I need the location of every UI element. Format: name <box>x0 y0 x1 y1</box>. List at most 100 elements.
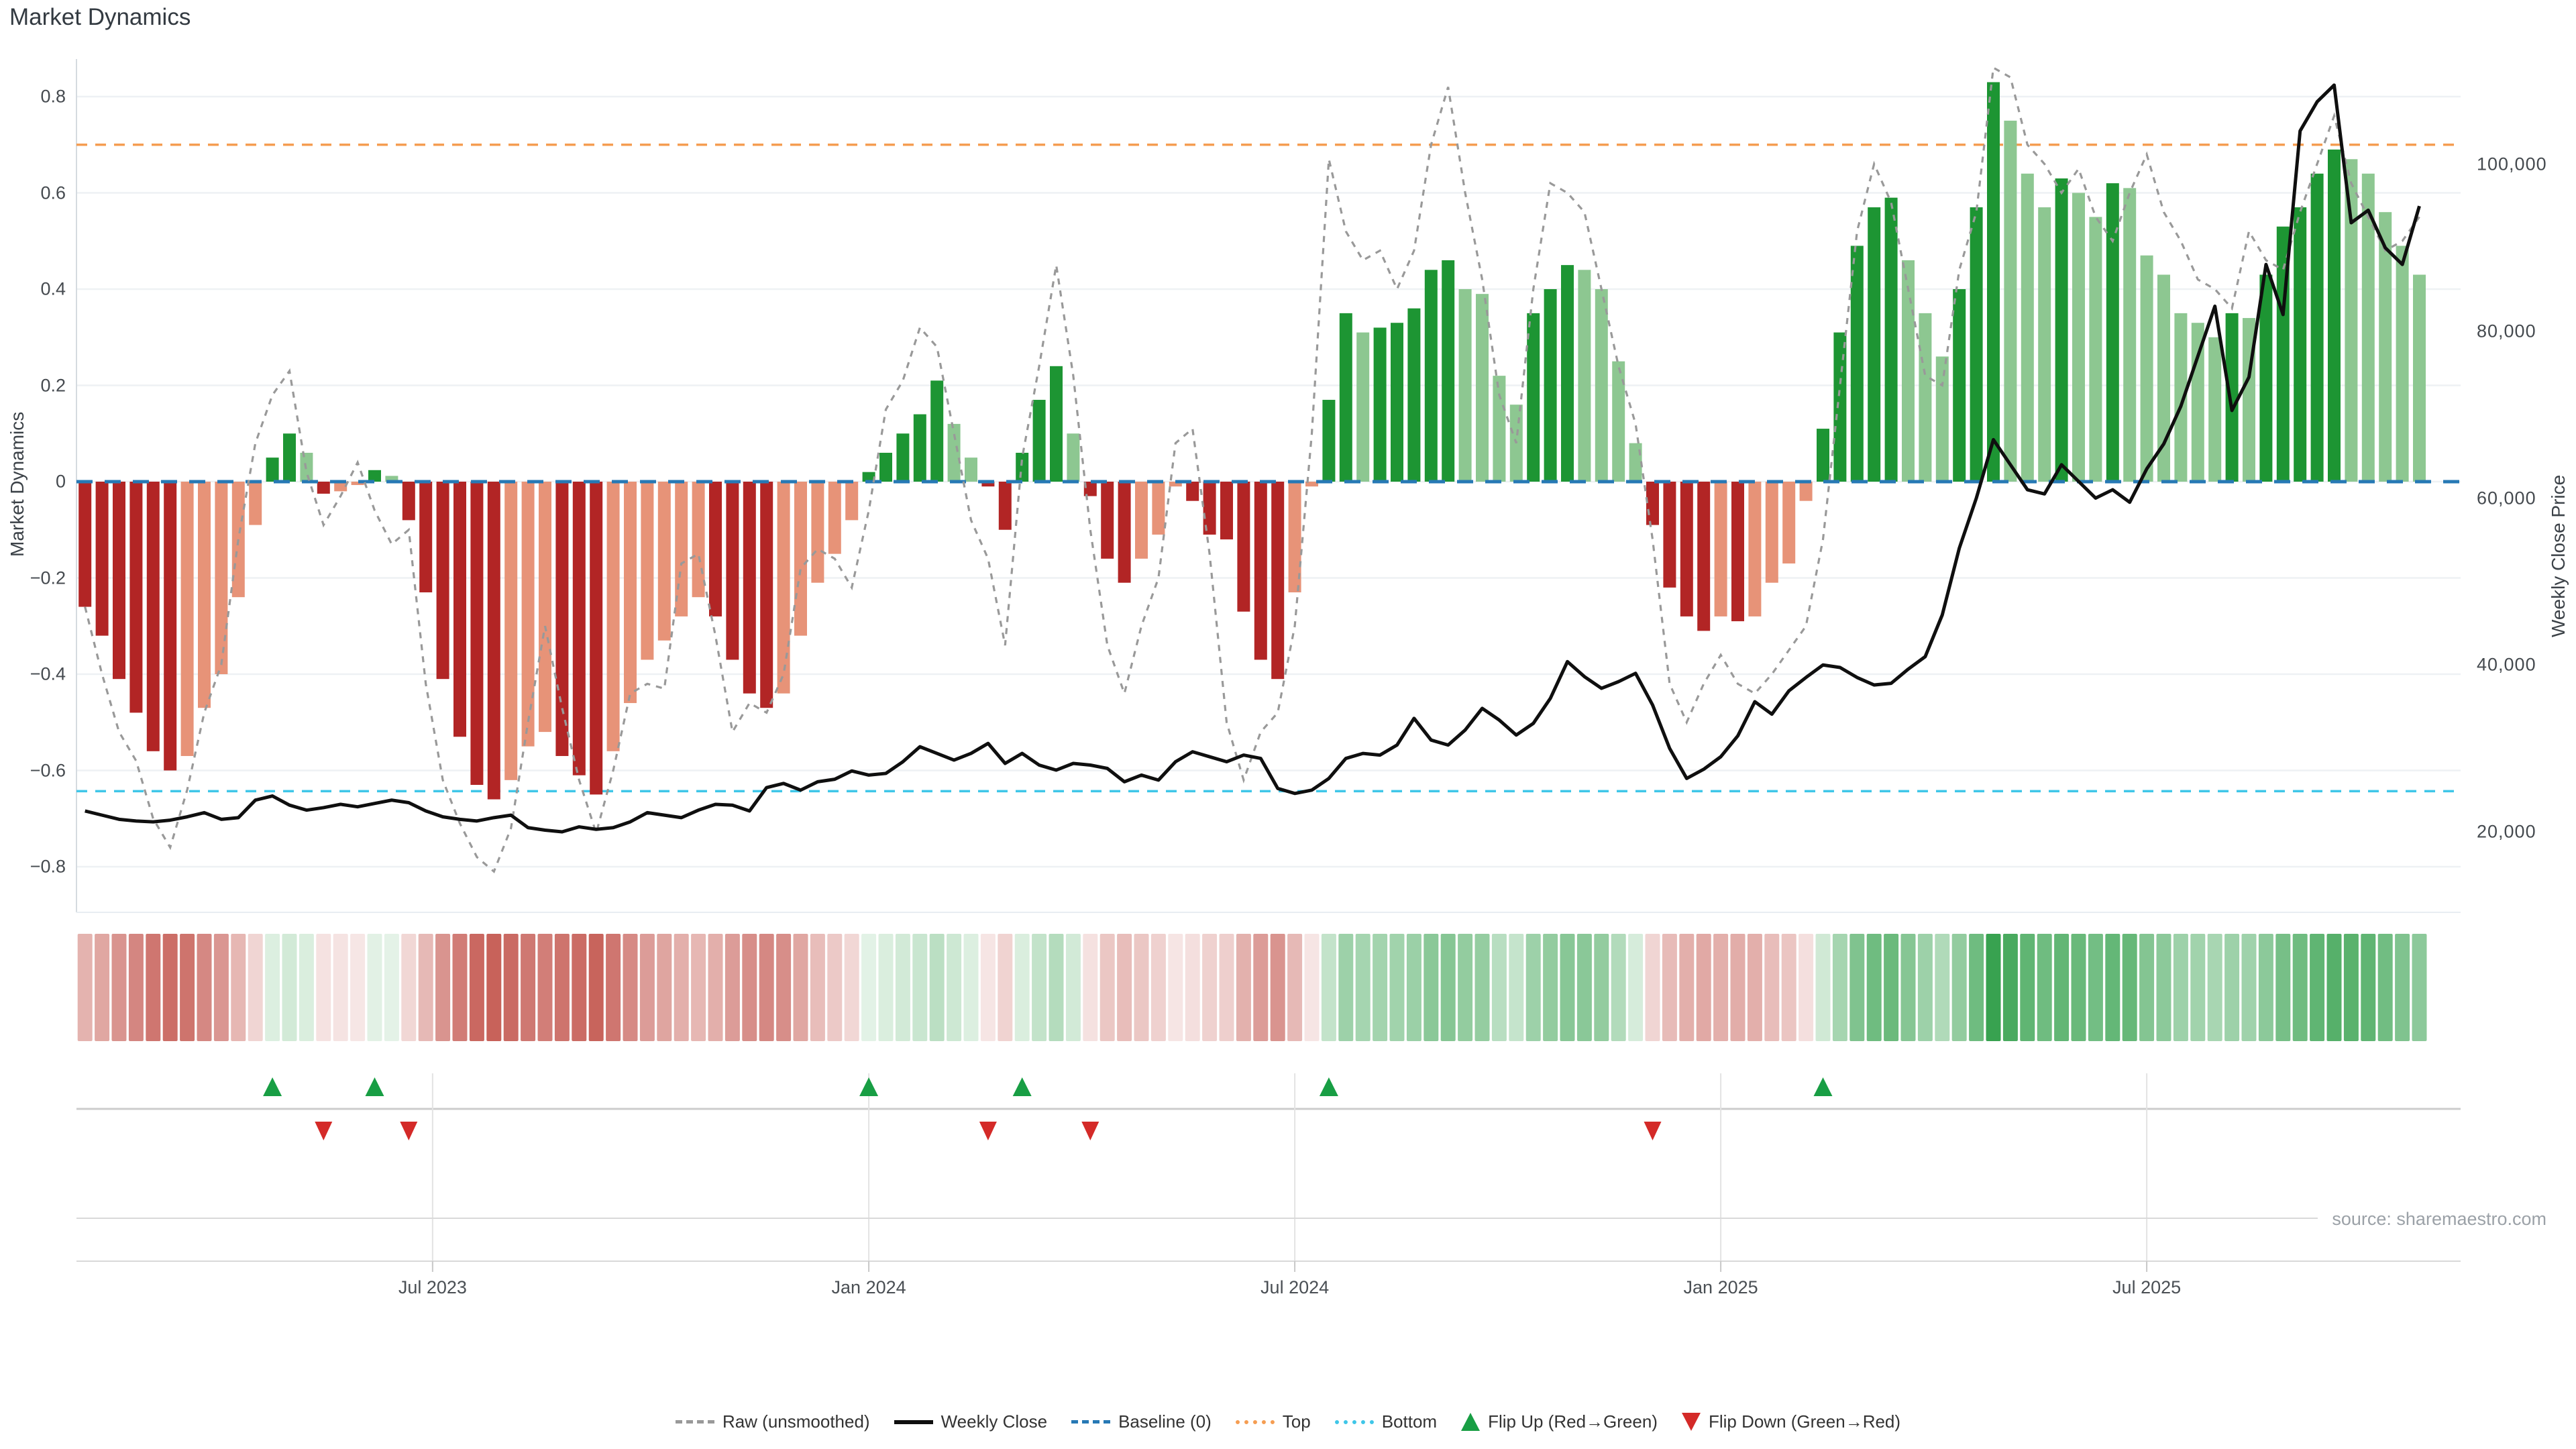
md-bar <box>2038 207 2051 482</box>
heatmap-cell <box>435 934 451 1041</box>
heatmap-cell <box>2122 934 2137 1041</box>
md-bar <box>2396 246 2409 482</box>
heatmap-cell <box>2088 934 2103 1041</box>
md-bar <box>1629 443 1642 482</box>
md-bar <box>198 482 211 708</box>
right-axis-tick: 40,000 <box>2477 654 2536 675</box>
heatmap-cell <box>2343 934 2359 1041</box>
bottom-line-icon <box>1334 1419 1374 1424</box>
heatmap-cell <box>776 934 792 1041</box>
md-bar <box>249 482 262 525</box>
md-bar <box>1833 332 1847 482</box>
heatmap-cell <box>724 934 740 1041</box>
x-axis-tick: Jan 2025 <box>1683 1277 1758 1297</box>
md-bar <box>1884 197 1898 482</box>
heatmap-cell <box>1389 934 1405 1041</box>
x-axis-tick: Jul 2025 <box>2112 1277 2182 1297</box>
md-bar <box>113 482 125 680</box>
legend-label: Top <box>1282 1411 1311 1432</box>
heatmap-cell <box>1083 934 1098 1041</box>
heatmap-cell <box>1032 934 1047 1041</box>
heatmap-cell <box>1662 934 1677 1041</box>
md-bar <box>913 414 926 482</box>
heatmap-cell <box>299 934 314 1041</box>
md-bar <box>726 482 739 660</box>
bottom-panel <box>76 1218 2461 1272</box>
heatmap-cell <box>1270 934 1285 1041</box>
md-bar <box>1424 270 1438 482</box>
md-bar <box>2208 337 2222 482</box>
md-bar <box>1254 482 1267 660</box>
heatmap-cell <box>844 934 859 1041</box>
md-bar <box>95 482 109 636</box>
left-axis-tick: −0.4 <box>30 663 66 684</box>
heatmap-cell <box>1799 934 1814 1041</box>
heatmap-cell <box>1185 934 1200 1041</box>
flip-up-marker <box>1813 1077 1833 1096</box>
md-bar <box>590 482 603 795</box>
legend: Raw (unsmoothed) Weekly Close Baseline (… <box>0 1411 2576 1432</box>
md-bar <box>709 482 722 616</box>
md-bar <box>1782 482 1796 564</box>
md-bar <box>368 470 381 482</box>
md-bar <box>965 458 977 482</box>
heatmap-cell <box>111 934 127 1041</box>
md-bar <box>1544 289 1557 482</box>
heatmap-cell <box>572 934 587 1041</box>
legend-item-weekly-close: Weekly Close <box>894 1411 1047 1432</box>
heatmap-cell <box>1458 934 1473 1041</box>
md-bar <box>1356 332 1370 482</box>
heatmap-cell <box>1543 934 1558 1041</box>
heatmap-cell <box>418 934 433 1041</box>
heatmap-cell <box>861 934 877 1041</box>
heatmap-cell <box>1747 934 1762 1041</box>
heatmap-cell <box>1832 934 1847 1041</box>
heatmap-cell <box>1594 934 1609 1041</box>
heatmap-cell <box>947 934 962 1041</box>
md-bar <box>1476 294 1489 482</box>
md-bar <box>2055 178 2068 482</box>
md-bar <box>896 433 910 482</box>
heatmap-cell <box>2258 934 2273 1041</box>
heatmap-cell <box>606 934 621 1041</box>
heatmap-cell <box>1304 934 1320 1041</box>
heatmap-cell <box>878 934 894 1041</box>
heatmap-cell <box>1168 934 1183 1041</box>
heatmap-cell <box>1440 934 1456 1041</box>
md-bar <box>334 482 347 492</box>
md-bar <box>947 423 961 482</box>
md-bar <box>351 482 364 486</box>
md-bars <box>78 82 2426 800</box>
md-bar <box>1935 356 1949 482</box>
raw-line-icon <box>675 1420 714 1424</box>
md-bar <box>1902 260 1915 482</box>
md-bar <box>572 482 586 775</box>
legend-label: Flip Down (Green→Red) <box>1708 1411 1901 1432</box>
heatmap-cell <box>2105 934 2121 1041</box>
md-bar <box>539 482 551 733</box>
left-axis-tick: 0.2 <box>40 375 66 395</box>
md-bar <box>1748 482 1762 616</box>
heatmap-cell <box>128 934 144 1041</box>
heatmap-cell <box>759 934 774 1041</box>
weekly-close-line <box>85 83 2421 834</box>
md-bar <box>1714 482 1727 616</box>
heatmap-cell <box>213 934 229 1041</box>
left-axis-title: Market Dynamics <box>7 411 28 557</box>
right-axis-tick: 20,000 <box>2477 821 2536 842</box>
heatmap-cell <box>350 934 366 1041</box>
heatmap-cell <box>2037 934 2052 1041</box>
heatmap-cell <box>1355 934 1371 1041</box>
flip-marker-panel <box>76 1073 2461 1267</box>
heatmap-cell <box>197 934 212 1041</box>
heatmap-cell <box>2207 934 2222 1041</box>
heatmap-cell <box>452 934 468 1041</box>
md-bar <box>1919 313 1932 482</box>
heatmap-cell <box>793 934 808 1041</box>
raw-line <box>84 66 2420 873</box>
heatmap-cell <box>1969 934 1984 1041</box>
heatmap-cell <box>1611 934 1626 1041</box>
md-bar <box>487 482 500 800</box>
reference-lines <box>76 144 2461 793</box>
heatmap-cell <box>2377 934 2393 1041</box>
